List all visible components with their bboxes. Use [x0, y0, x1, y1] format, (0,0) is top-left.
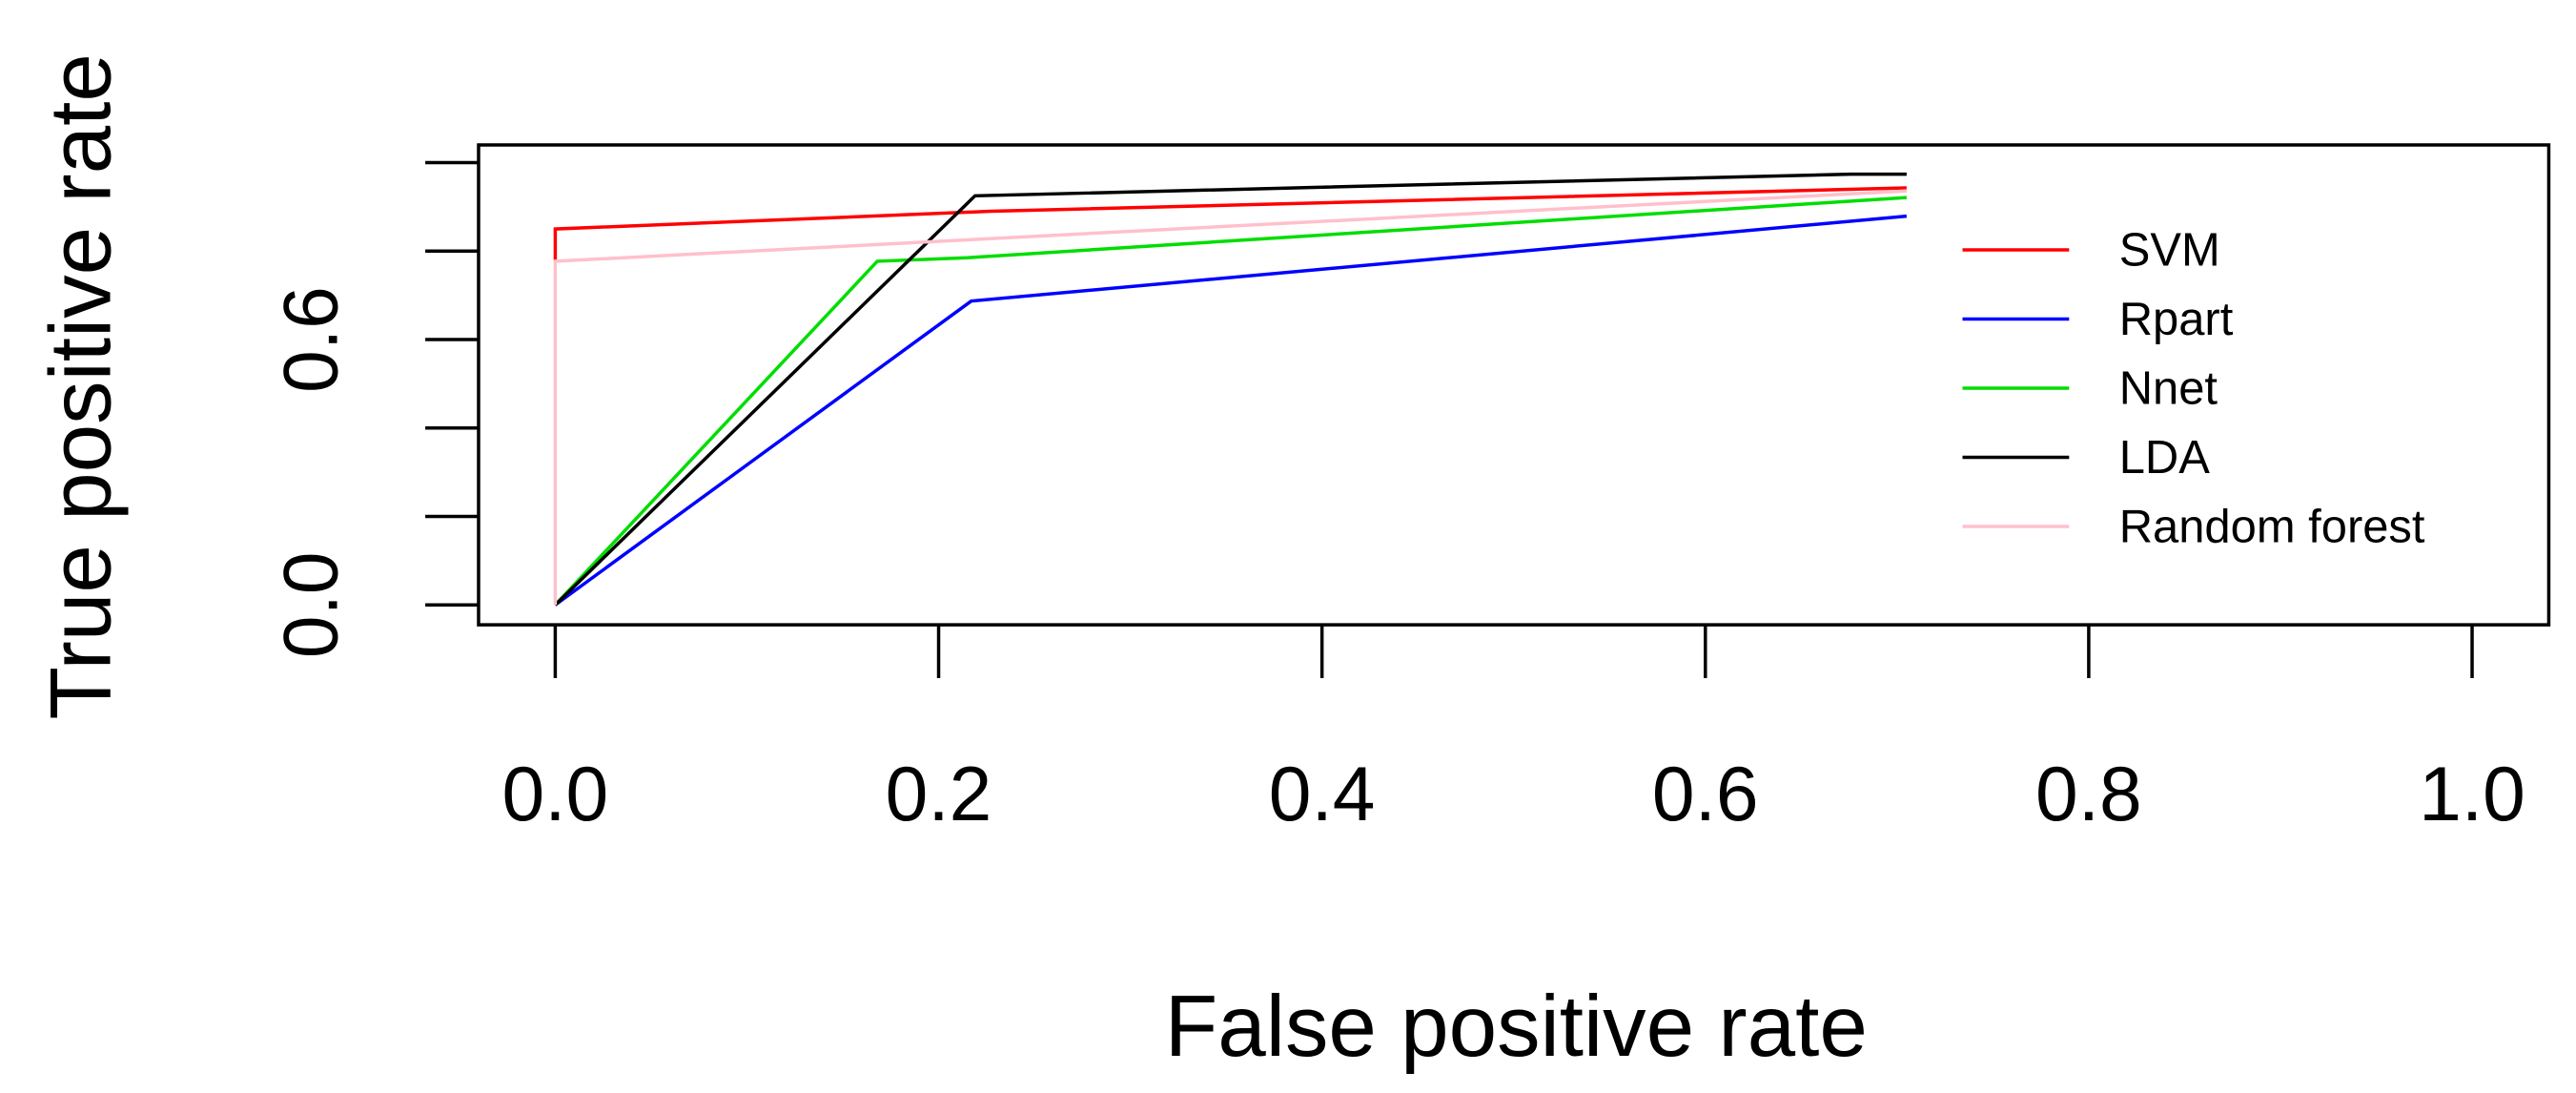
legend-label: Random forest: [2119, 501, 2425, 552]
x-tick-label: 1.0: [2419, 752, 2525, 837]
legend-label: Rpart: [2119, 294, 2234, 345]
roc-line: [554, 196, 1907, 607]
x-tick-label: 0.8: [2035, 752, 2142, 837]
roc-line: [553, 189, 1907, 606]
plot-frame: [477, 143, 2551, 627]
y-tick-label: 0.6: [269, 286, 355, 393]
x-axis-title: False positive rate: [1165, 979, 1868, 1075]
x-tick-label: 0.4: [1269, 752, 1376, 837]
legend-label: Nnet: [2119, 362, 2218, 414]
x-tick-label: 0.2: [886, 752, 992, 837]
y-axis-title: True positive rate: [32, 53, 129, 719]
x-tick-label: 0.0: [502, 752, 609, 837]
x-tick-label: 0.6: [1652, 752, 1759, 837]
y-tick-label: 0.0: [269, 551, 355, 658]
roc-line: [554, 214, 1908, 607]
legend-label: SVM: [2119, 224, 2220, 276]
legend-label: LDA: [2119, 432, 2211, 484]
roc-line: [553, 186, 1907, 260]
roc-line: [554, 172, 1907, 607]
